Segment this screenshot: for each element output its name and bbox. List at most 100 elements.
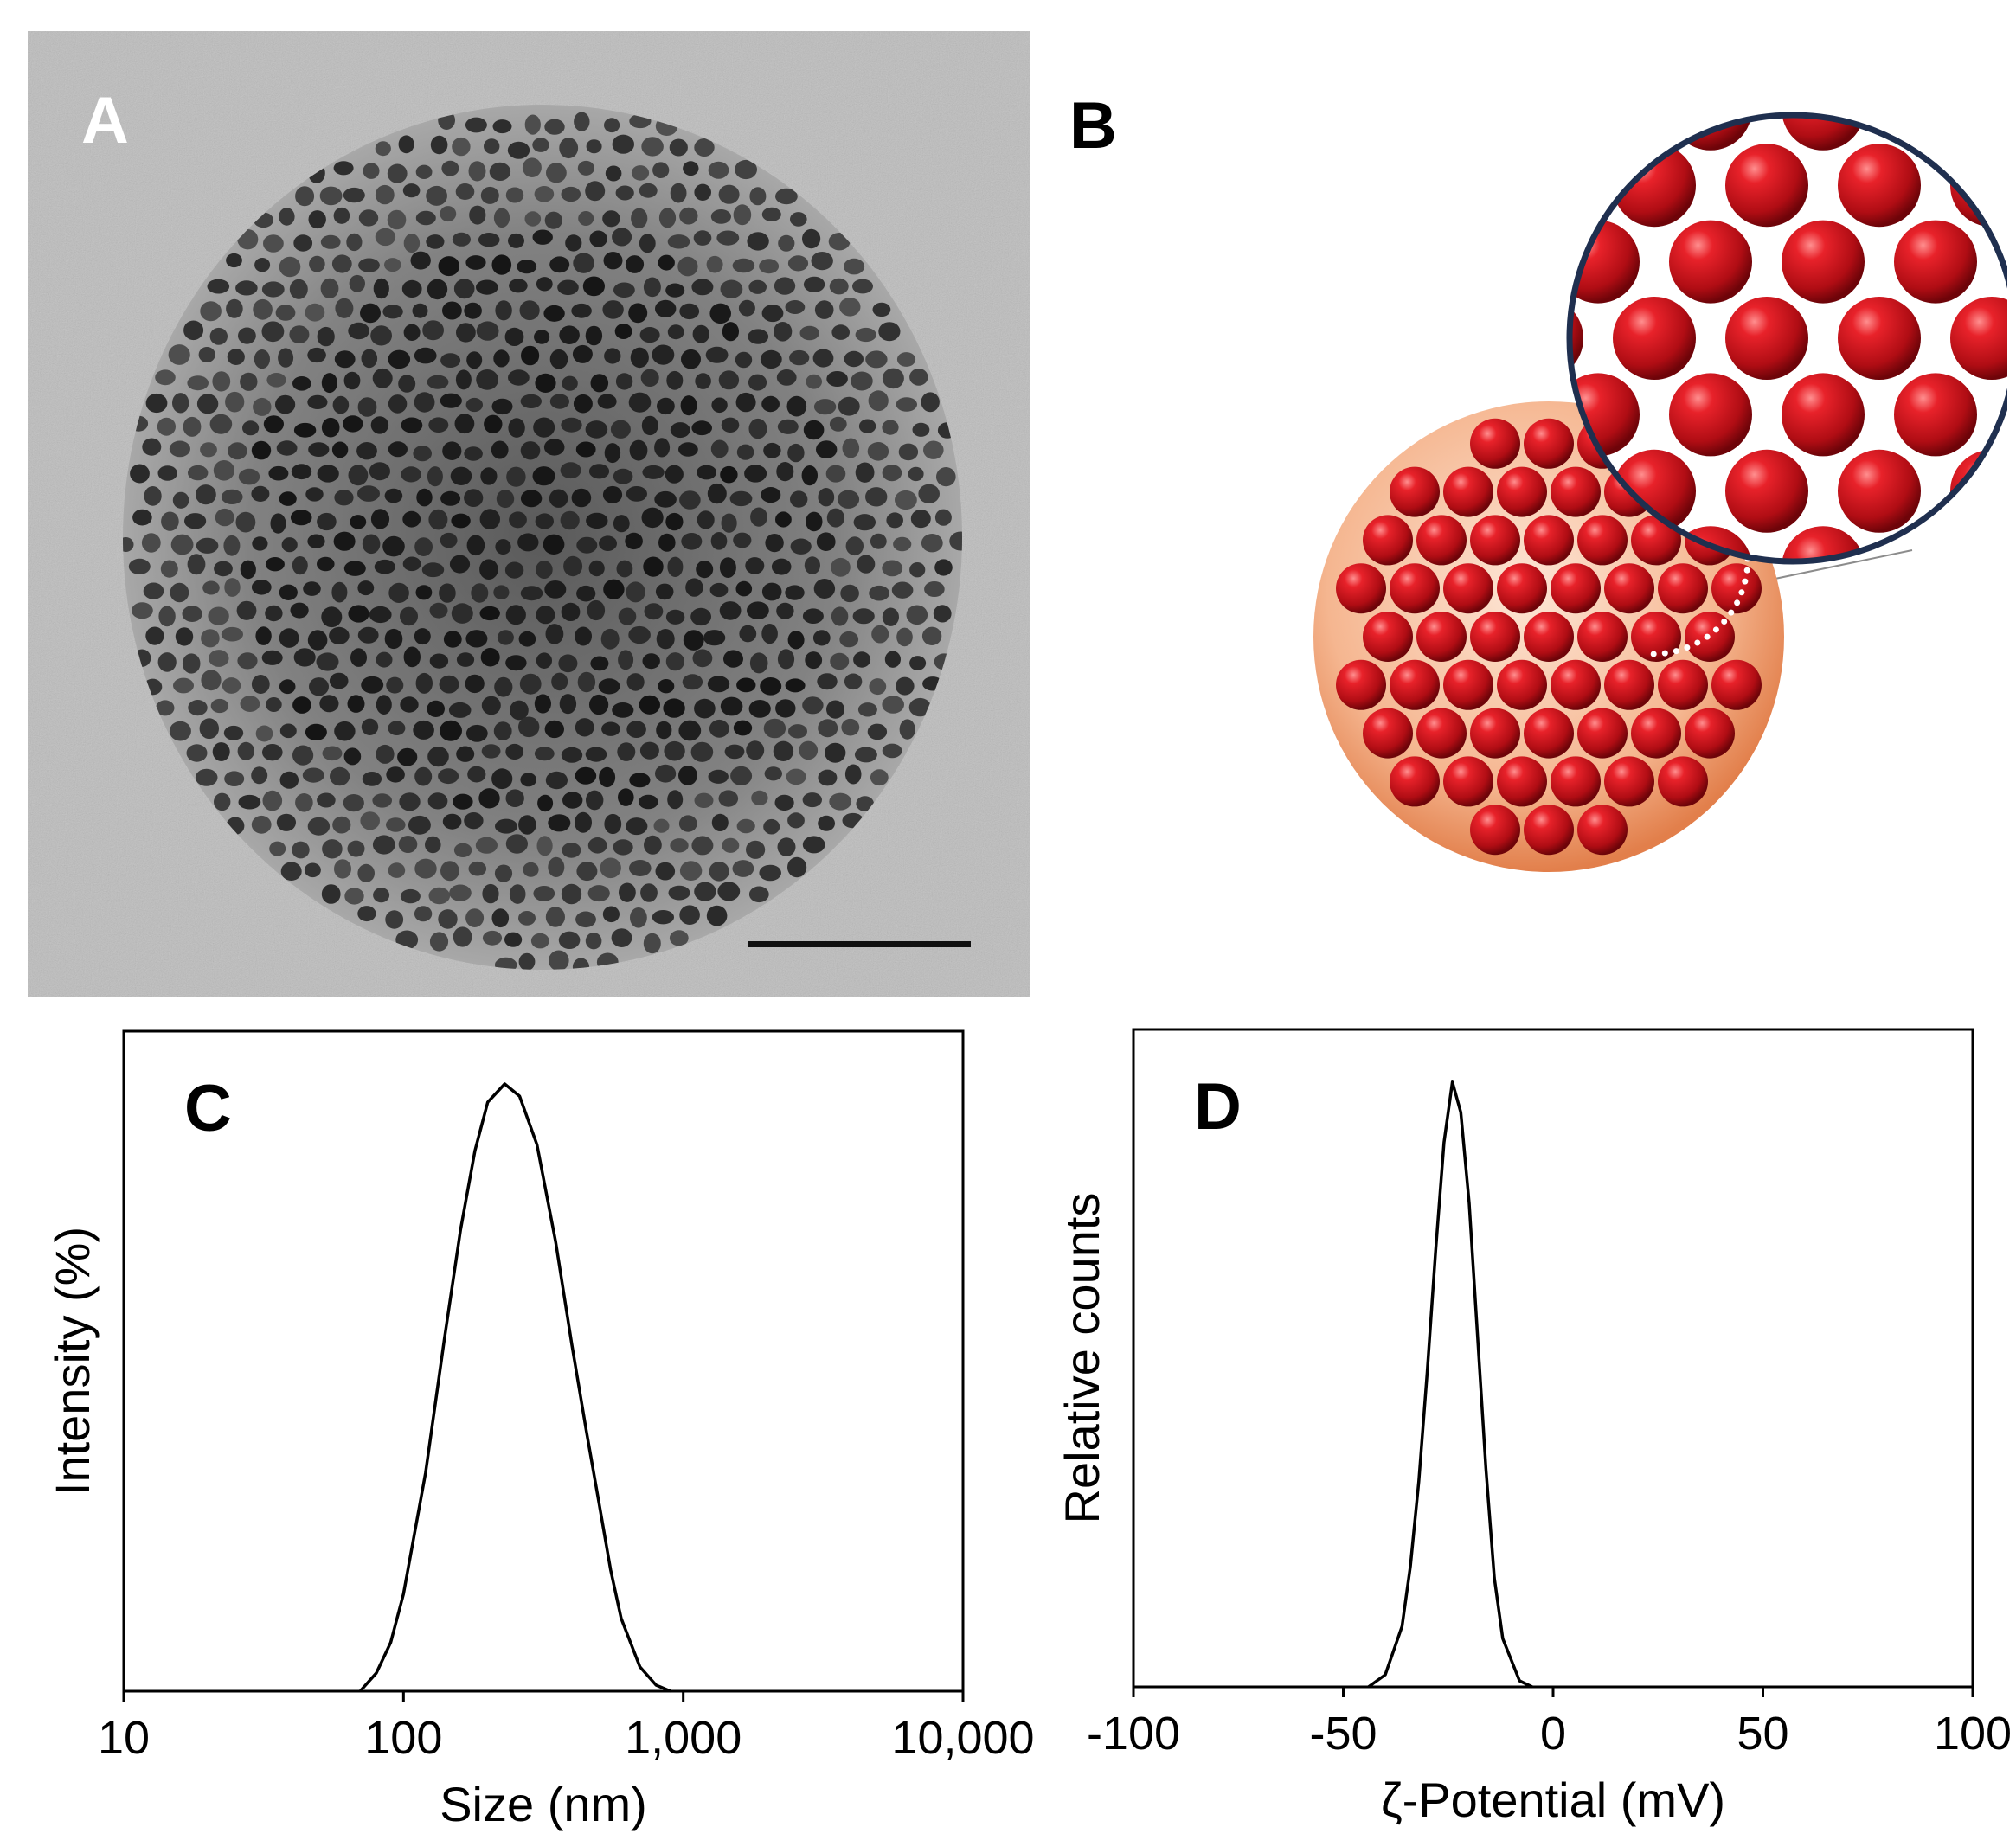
pore xyxy=(612,134,634,154)
highlight-dot xyxy=(1742,578,1749,585)
pore xyxy=(295,186,315,207)
pore xyxy=(225,391,245,413)
pore xyxy=(668,885,690,901)
pore xyxy=(694,698,716,719)
red-sphere xyxy=(1470,612,1520,662)
pore xyxy=(343,415,363,433)
pore xyxy=(333,161,354,176)
pore xyxy=(679,207,698,225)
pore xyxy=(504,561,524,579)
pore xyxy=(265,605,283,622)
pore xyxy=(840,584,859,603)
pore xyxy=(442,813,462,830)
pore xyxy=(575,766,597,785)
pore xyxy=(709,719,729,738)
pore xyxy=(884,651,901,668)
pore xyxy=(524,114,541,135)
pore xyxy=(465,630,488,648)
pore xyxy=(489,162,511,181)
pore xyxy=(468,161,486,182)
panel-letter: D xyxy=(1194,1070,1242,1144)
pore xyxy=(844,764,862,785)
pore xyxy=(844,673,863,690)
pore xyxy=(372,793,393,808)
pore xyxy=(630,907,647,928)
pore xyxy=(226,298,243,318)
pore xyxy=(209,650,229,667)
pore xyxy=(678,766,697,785)
pore xyxy=(493,208,510,228)
pore xyxy=(370,416,389,434)
pore xyxy=(559,138,579,159)
pore xyxy=(852,279,873,294)
pore xyxy=(449,884,472,901)
pore xyxy=(401,417,423,433)
pore xyxy=(812,630,831,646)
pore xyxy=(576,585,596,602)
pore xyxy=(616,560,633,578)
pore xyxy=(518,815,536,835)
pore xyxy=(357,906,376,922)
pore xyxy=(491,768,513,790)
pore xyxy=(785,585,805,600)
pore xyxy=(343,187,365,203)
pore xyxy=(520,394,542,408)
pore xyxy=(733,720,753,736)
pore xyxy=(305,487,324,502)
pore xyxy=(587,599,606,621)
pore xyxy=(896,397,917,412)
pore xyxy=(427,466,443,487)
pore xyxy=(307,347,326,363)
pore xyxy=(369,606,392,624)
pore xyxy=(774,794,794,811)
pore xyxy=(585,420,608,439)
pore xyxy=(829,416,847,432)
pore xyxy=(172,491,189,509)
pore xyxy=(882,420,899,435)
pore xyxy=(829,792,852,811)
pore xyxy=(186,744,208,762)
pore xyxy=(802,228,821,249)
pore xyxy=(429,653,449,669)
pore xyxy=(585,933,602,950)
pore xyxy=(896,627,913,647)
pore xyxy=(335,298,354,318)
pore xyxy=(818,769,838,786)
pore xyxy=(161,511,179,531)
pore xyxy=(562,843,581,858)
panel-a-micrograph: A xyxy=(28,31,1030,997)
pore xyxy=(321,884,341,904)
pore xyxy=(818,719,838,738)
pore xyxy=(852,608,875,625)
pore xyxy=(663,698,685,718)
pore xyxy=(719,557,736,578)
red-sphere-magnified xyxy=(1570,144,1583,228)
pore xyxy=(484,138,500,154)
pore xyxy=(329,626,350,645)
pore xyxy=(865,350,888,369)
pore xyxy=(578,211,594,226)
pore xyxy=(214,561,233,577)
pore xyxy=(599,535,617,551)
pore xyxy=(374,559,395,574)
pore xyxy=(802,696,824,715)
red-sphere-magnified xyxy=(1725,449,1808,533)
red-sphere xyxy=(1443,466,1493,517)
pore xyxy=(442,441,462,460)
pore xyxy=(520,441,541,460)
pore xyxy=(223,535,241,556)
pore xyxy=(604,813,622,835)
pore xyxy=(912,422,930,437)
pore xyxy=(505,605,526,625)
pore xyxy=(761,582,782,601)
pore xyxy=(577,160,595,176)
x-tick-label: 10,000 xyxy=(891,1712,1034,1764)
pore xyxy=(386,676,404,694)
pore xyxy=(882,560,903,577)
pore xyxy=(188,700,208,716)
red-sphere-magnified xyxy=(1894,373,1977,457)
red-sphere-magnified xyxy=(1782,373,1865,457)
pore xyxy=(667,556,684,577)
pore xyxy=(559,325,580,345)
pore xyxy=(619,882,636,902)
